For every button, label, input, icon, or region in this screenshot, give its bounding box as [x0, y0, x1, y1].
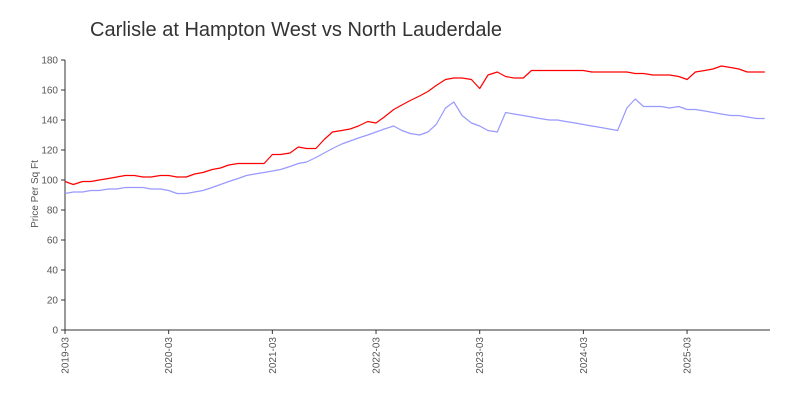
series-line-carlisle-at-hampton-west: [64, 65, 765, 186]
y-tick-label: 0: [52, 326, 58, 337]
x-tick-label: 2020-03: [164, 337, 175, 374]
y-tick-label: 20: [47, 296, 59, 307]
chart-title: Carlisle at Hampton West vs North Lauder…: [90, 19, 502, 41]
x-tick-label: 2019-03: [61, 337, 72, 374]
x-tick-label: 2022-03: [372, 337, 383, 374]
y-ticks: 0 20 40 60 80 100 120 140 160 180: [41, 56, 65, 337]
x-ticks: 2019-03 2020-03 2021-03 2022-03 2023-03 2024-…: [61, 330, 694, 374]
axes: [64, 60, 770, 331]
y-tick-label: 120: [41, 146, 58, 157]
x-tick-label: 2023-03: [475, 337, 486, 374]
x-tick-label: 2021-03: [268, 337, 279, 374]
x-tick-label: 2025-03: [683, 337, 694, 374]
y-tick-label: 80: [47, 206, 59, 217]
y-tick-label: 60: [47, 236, 59, 247]
y-axis-label: Price Per Sq Ft: [30, 160, 41, 228]
series-group: [64, 65, 765, 195]
y-tick-label: 160: [41, 86, 58, 97]
x-tick-label: 2024-03: [579, 337, 590, 374]
y-tick-label: 100: [41, 176, 58, 187]
y-tick-label: 40: [47, 266, 59, 277]
series-line-north-lauderdale: [64, 98, 765, 195]
y-tick-label: 180: [41, 56, 58, 67]
y-tick-label: 140: [41, 116, 58, 127]
